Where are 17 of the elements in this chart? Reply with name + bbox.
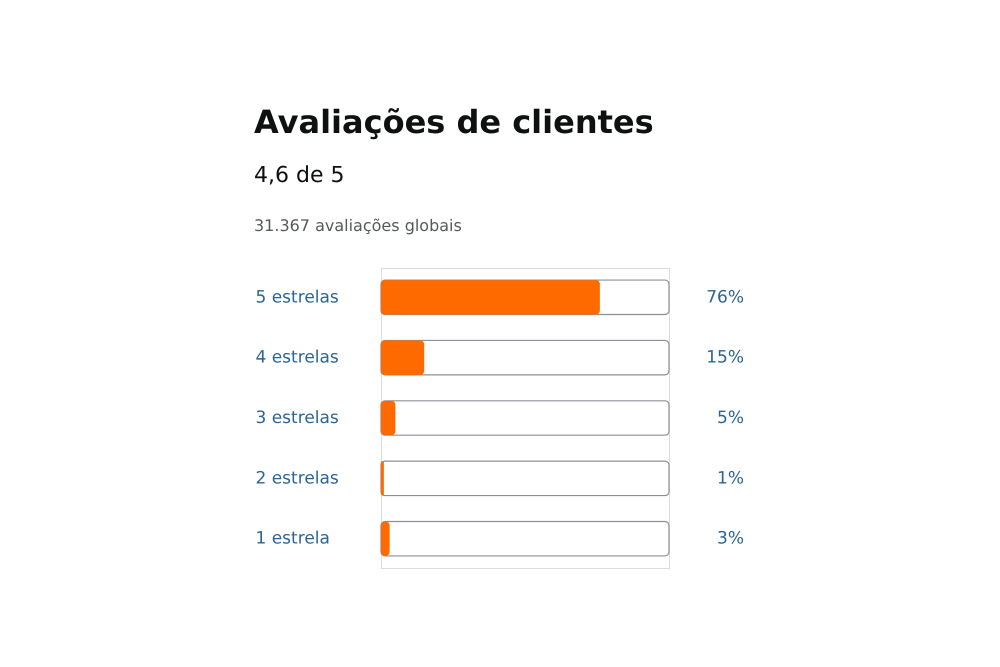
bar bbox=[381, 340, 424, 375]
y-tick-label: 5 estrelas bbox=[256, 287, 339, 308]
bar bbox=[381, 461, 384, 496]
y-tick-label: 3 estrelas bbox=[256, 408, 339, 428]
data-label: 15% bbox=[706, 348, 744, 368]
bar bbox=[381, 522, 390, 556]
y-tick-label: 4 estrelas bbox=[256, 348, 339, 368]
text: 31.367 avaliações globais bbox=[254, 216, 462, 235]
chart-title: Avaliações de clientes bbox=[254, 103, 654, 141]
chart-subtitle: 4,6 de 5 bbox=[254, 163, 344, 188]
data-label: 5% bbox=[717, 408, 744, 428]
y-tick-label: 2 estrelas bbox=[256, 468, 339, 488]
bar bbox=[381, 400, 396, 436]
data-label: 76% bbox=[706, 287, 744, 308]
data-label: 1% bbox=[717, 468, 744, 488]
y-tick-label: 1 estrela bbox=[256, 528, 330, 549]
data-label: 3% bbox=[717, 528, 744, 549]
